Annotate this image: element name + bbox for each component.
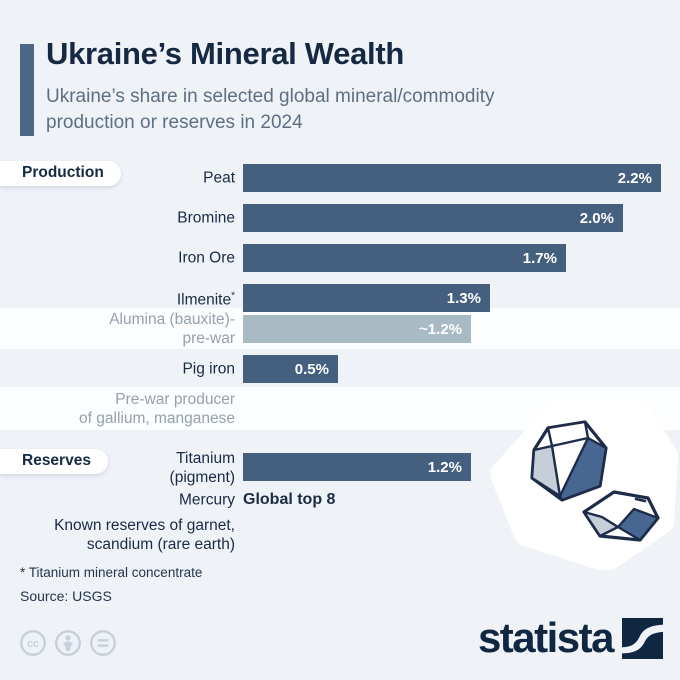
source-note: Source: USGS bbox=[20, 588, 112, 604]
minerals-illustration bbox=[490, 400, 678, 570]
chart-row-pig-iron: Pig iron 0.5% bbox=[0, 349, 680, 389]
chart-row-alumina: Alumina (bauxite)- pre-war ~1.2% bbox=[0, 309, 680, 349]
bar: 1.2% bbox=[243, 453, 471, 481]
row-label: Bromine bbox=[177, 209, 235, 227]
section-label-production: Production bbox=[0, 161, 121, 186]
bar-value: ~1.2% bbox=[419, 320, 462, 338]
footnote-asterisk: * Titanium mineral concentrate bbox=[20, 565, 203, 580]
row-note: Global top 8 bbox=[243, 491, 336, 508]
chart-row-known-reserves: Known reserves of garnet, scandium (rare… bbox=[0, 514, 680, 556]
footnote-marker: * bbox=[231, 290, 235, 302]
bar-value: 1.3% bbox=[446, 289, 481, 307]
bar: ~1.2% bbox=[243, 315, 471, 343]
chart-row-peat: Peat 2.2% bbox=[0, 158, 680, 198]
bar: 1.7% bbox=[243, 244, 566, 272]
chart-row-iron-ore: Iron Ore 1.7% bbox=[0, 238, 680, 278]
svg-text:cc: cc bbox=[27, 638, 39, 650]
section-label-reserves: Reserves bbox=[0, 449, 108, 474]
bar: 2.0% bbox=[243, 204, 623, 232]
equal-icon bbox=[90, 630, 116, 656]
statista-logo-text: statista bbox=[477, 614, 615, 661]
row-label: Ilmenite* bbox=[176, 290, 235, 309]
bar: 2.2% bbox=[243, 164, 661, 192]
row-label: Known reserves of garnet, scandium (rare… bbox=[54, 517, 235, 553]
small-crystal-icon bbox=[582, 490, 660, 542]
bar-value: 2.2% bbox=[617, 169, 652, 187]
chart-row-mercury: Mercury Global top 8 bbox=[0, 486, 680, 514]
page-title: Ukraine’s Mineral Wealth bbox=[46, 36, 405, 71]
page-subtitle: Ukraine’s share in selected global miner… bbox=[46, 86, 495, 133]
row-label: Alumina (bauxite)- pre-war bbox=[109, 311, 235, 347]
bar-value: 1.7% bbox=[522, 249, 557, 267]
row-label: Iron Ore bbox=[178, 249, 235, 267]
bar: 1.3% bbox=[243, 284, 490, 312]
cc-icon: cc bbox=[20, 630, 46, 656]
bar-value: 1.2% bbox=[427, 458, 462, 476]
row-label: Pre-war producer of gallium, manganese bbox=[79, 391, 235, 427]
row-label: Pig iron bbox=[182, 360, 235, 378]
attribution-icon bbox=[55, 630, 81, 656]
bar: 0.5% bbox=[243, 355, 338, 383]
bar-value: 0.5% bbox=[294, 360, 329, 378]
row-label: Mercury bbox=[179, 491, 235, 509]
row-label: Titanium (pigment) bbox=[169, 449, 235, 486]
chart-row-titanium: Titanium (pigment) 1.2% bbox=[0, 445, 680, 490]
statista-logo: statista bbox=[478, 615, 663, 661]
license-icons: cc bbox=[19, 629, 117, 657]
large-crystal-icon bbox=[530, 420, 608, 502]
chart-row-prewar-note: Pre-war producer of gallium, manganese bbox=[0, 388, 680, 430]
bar-value: 2.0% bbox=[579, 209, 614, 227]
chart-row-ilmenite: Ilmenite* 1.3% bbox=[0, 278, 680, 318]
chart-row-bromine: Bromine 2.0% bbox=[0, 198, 680, 238]
statista-logo-icon bbox=[622, 617, 663, 659]
row-label: Peat bbox=[203, 169, 235, 187]
title-accent-bar bbox=[20, 44, 34, 136]
